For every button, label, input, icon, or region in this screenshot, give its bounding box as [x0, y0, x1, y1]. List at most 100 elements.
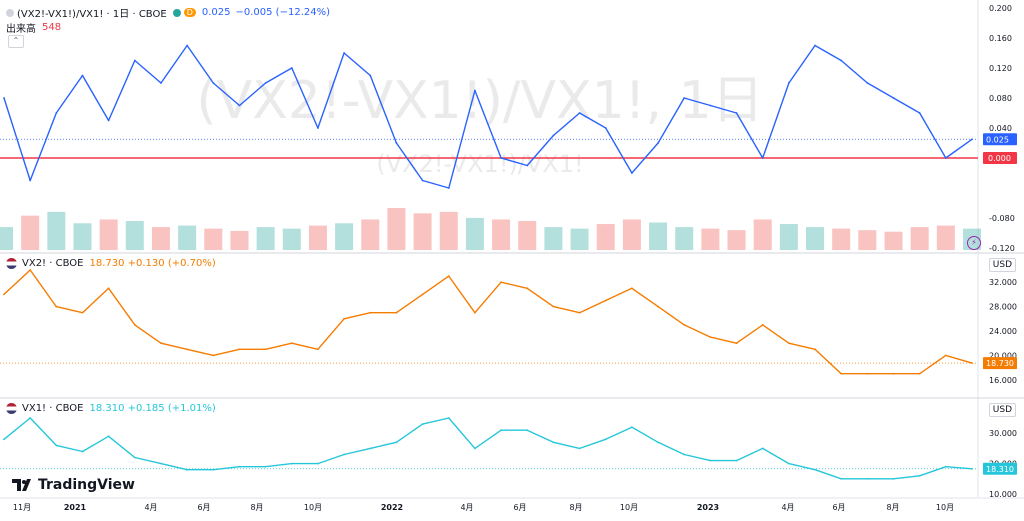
data-point	[290, 67, 293, 69]
data-point	[552, 134, 555, 137]
y-tick-label: 20.000	[989, 351, 1017, 360]
data-point	[212, 354, 215, 357]
pane1-last-value: 0.025	[201, 7, 231, 18]
data-point	[840, 59, 843, 62]
data-point	[160, 82, 162, 84]
price-tag-bg	[983, 462, 1017, 475]
data-point	[447, 417, 450, 419]
data-point	[447, 187, 450, 189]
data-point	[369, 447, 372, 450]
data-point	[81, 74, 84, 77]
data-point	[343, 52, 346, 54]
y-tick-label: 10.000	[989, 490, 1017, 499]
data-point	[709, 459, 712, 462]
x-tick-label: 10月	[304, 503, 322, 512]
volume-bar	[753, 219, 772, 250]
data-point	[421, 293, 424, 296]
volume-bar	[701, 228, 720, 250]
data-point	[526, 164, 529, 167]
zero-tag: 0.000	[988, 154, 1011, 163]
data-point	[787, 342, 790, 345]
volume-bar	[832, 228, 851, 250]
volume-legend[interactable]: 出来高 548	[6, 20, 61, 35]
data-point	[552, 441, 555, 444]
volume-value: 548	[42, 22, 62, 33]
status-dot-icon	[172, 8, 181, 17]
data-point	[317, 127, 319, 129]
data-point	[630, 287, 633, 290]
y-tick-label: 16.000	[989, 376, 1017, 385]
x-tick-label: 11月	[13, 503, 31, 512]
volume-bar	[0, 227, 13, 250]
data-point	[474, 447, 476, 450]
x-tick-label: 4月	[460, 503, 473, 512]
data-point	[264, 348, 267, 351]
collapse-chevron-icon[interactable]: ⌃	[8, 35, 24, 48]
x-tick-label: 2023	[697, 503, 719, 512]
x-tick-label: 10月	[936, 503, 954, 512]
y-tick-label: 28.000	[989, 303, 1017, 312]
x-tick-label: 4月	[144, 503, 157, 512]
data-point	[761, 157, 764, 159]
pane3-legend[interactable]: VX1! · CBOE 18.310 +0.185 (+1.01%)	[6, 403, 216, 414]
data-point	[944, 354, 947, 357]
pane3-currency-button[interactable]: USD	[988, 403, 1016, 417]
y-tick-label: -0.080	[989, 214, 1015, 223]
data-point	[630, 426, 633, 429]
volume-bar	[125, 220, 144, 250]
data-point	[186, 468, 189, 471]
data-point	[421, 179, 424, 182]
volume-bar	[47, 211, 66, 250]
volume-bar	[282, 228, 301, 250]
brand-name: TradingView	[38, 477, 135, 493]
price-tag-bg	[983, 133, 1017, 146]
pane1-legend[interactable]: (VX2!-VX1!)/VX1! · 1日 · CBOE D 0.025 −0.…	[6, 5, 330, 20]
volume-bar	[779, 224, 798, 250]
data-point	[683, 97, 686, 99]
data-point	[3, 97, 5, 99]
data-point	[474, 311, 476, 314]
volume-bar	[910, 227, 929, 250]
data-point	[814, 348, 816, 351]
price-tag: 18.310	[986, 465, 1014, 474]
data-point	[709, 336, 712, 338]
data-point	[474, 89, 476, 92]
data-point	[133, 456, 136, 459]
data-point	[290, 342, 293, 345]
volume-bar	[727, 230, 746, 250]
volume-bar	[492, 219, 511, 250]
tradingview-logo: TradingView	[12, 477, 135, 493]
data-point	[107, 435, 110, 438]
data-point	[238, 348, 241, 351]
data-point	[944, 465, 947, 468]
pane2-legend[interactable]: VX2! · CBOE 18.730 +0.130 (+0.70%)	[6, 258, 216, 269]
data-point	[264, 82, 267, 84]
bolt-icon[interactable]: ⚡	[967, 236, 981, 250]
x-tick-label: 2022	[381, 503, 403, 512]
y-tick-label: 32.000	[989, 278, 1017, 287]
data-point	[657, 441, 659, 444]
data-point	[683, 324, 686, 326]
pane2-currency-button[interactable]: USD	[988, 258, 1016, 272]
data-point	[447, 275, 450, 277]
data-point	[55, 444, 58, 447]
data-point	[735, 342, 738, 345]
volume-bar	[518, 220, 537, 250]
pane3-title: VX1! · CBOE	[22, 403, 84, 414]
x-tick-label: 6月	[513, 503, 526, 512]
x-tick-label: 2021	[64, 503, 87, 512]
y-tick-label: 24.000	[989, 327, 1017, 336]
data-point	[500, 281, 502, 284]
series-line	[3, 44, 973, 189]
volume-label: 出来高	[6, 24, 36, 35]
data-point	[892, 372, 895, 375]
pane2-values: 18.730 +0.130 (+0.70%)	[89, 258, 216, 269]
y-tick-label: 0.120	[989, 64, 1012, 73]
volume-bar	[465, 217, 484, 250]
symbol-icon	[6, 8, 14, 17]
data-point	[578, 447, 581, 450]
volume-bar	[544, 227, 563, 250]
data-point	[81, 450, 84, 453]
volume-bar	[361, 219, 380, 250]
volume-bar	[21, 215, 40, 250]
